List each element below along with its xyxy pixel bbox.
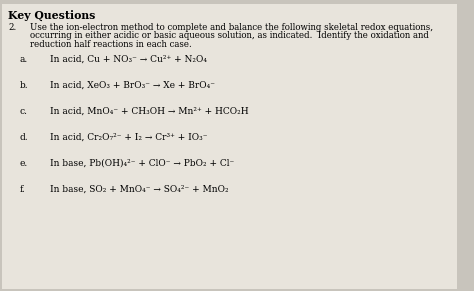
Text: In acid, Cu + NO₃⁻ → Cu²⁺ + N₂O₄: In acid, Cu + NO₃⁻ → Cu²⁺ + N₂O₄ — [50, 55, 207, 64]
Text: d.: d. — [20, 133, 28, 142]
Text: a.: a. — [20, 55, 28, 64]
Text: In acid, XeO₃ + BrO₃⁻ → Xe + BrO₄⁻: In acid, XeO₃ + BrO₃⁻ → Xe + BrO₄⁻ — [50, 81, 215, 90]
Text: occurring in either acidic or basic aqueous solution, as indicated.  Identify th: occurring in either acidic or basic aque… — [30, 31, 429, 40]
Text: In acid, Cr₂O₇²⁻ + I₂ → Cr³⁺ + IO₃⁻: In acid, Cr₂O₇²⁻ + I₂ → Cr³⁺ + IO₃⁻ — [50, 133, 208, 142]
Text: e.: e. — [20, 159, 28, 168]
Text: In acid, MnO₄⁻ + CH₃OH → Mn²⁺ + HCO₂H: In acid, MnO₄⁻ + CH₃OH → Mn²⁺ + HCO₂H — [50, 107, 249, 116]
Text: 2.: 2. — [8, 23, 16, 32]
Text: Key Questions: Key Questions — [8, 10, 95, 21]
Text: reduction half reactions in each case.: reduction half reactions in each case. — [30, 40, 192, 49]
FancyBboxPatch shape — [2, 4, 457, 289]
Text: c.: c. — [20, 107, 28, 116]
Text: In base, Pb(OH)₄²⁻ + ClO⁻ → PbO₂ + Cl⁻: In base, Pb(OH)₄²⁻ + ClO⁻ → PbO₂ + Cl⁻ — [50, 159, 234, 168]
Text: In base, SO₂ + MnO₄⁻ → SO₄²⁻ + MnO₂: In base, SO₂ + MnO₄⁻ → SO₄²⁻ + MnO₂ — [50, 185, 228, 194]
Text: Use the ion-electron method to complete and balance the following skeletal redox: Use the ion-electron method to complete … — [30, 23, 433, 32]
Text: f.: f. — [20, 185, 26, 194]
Text: b.: b. — [20, 81, 28, 90]
